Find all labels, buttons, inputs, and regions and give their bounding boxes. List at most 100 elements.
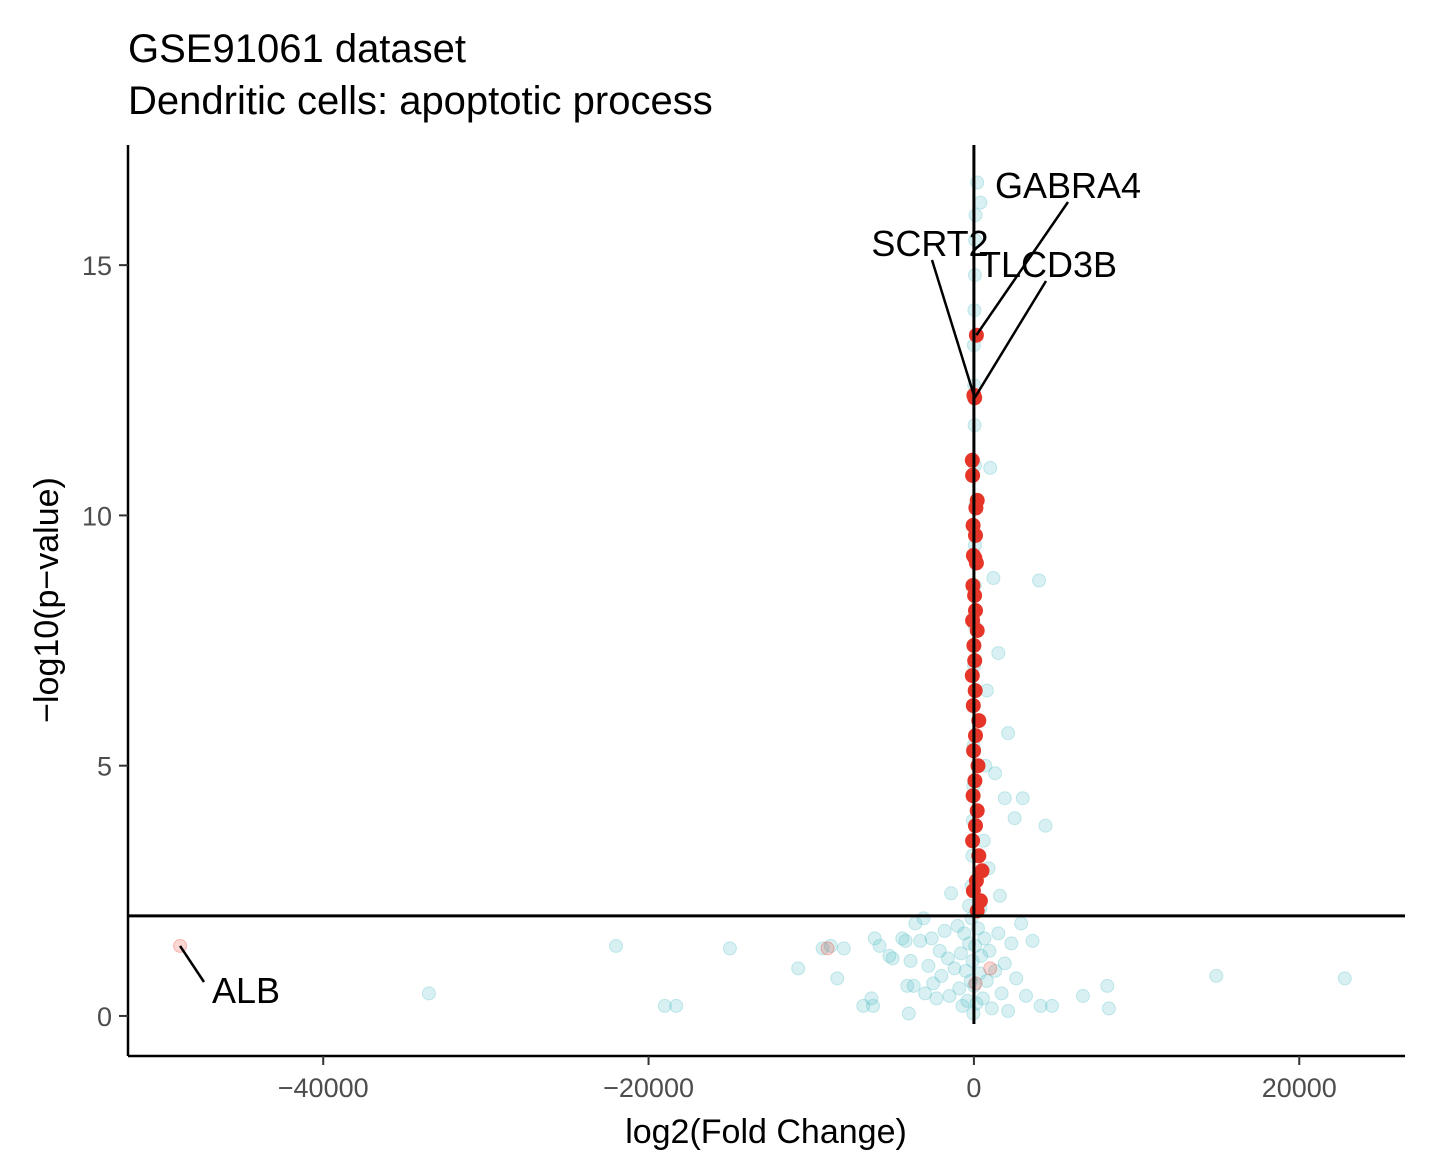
gene-point-59 — [982, 943, 997, 958]
gene-point-21 — [903, 953, 918, 968]
significant-gene-point-20 — [969, 623, 985, 638]
gene-point-66 — [1004, 936, 1019, 951]
gene-point-67 — [1009, 971, 1024, 986]
gene-point-38 — [950, 918, 965, 933]
gene-point-75 — [1101, 1001, 1116, 1016]
significant-gene-point-10 — [968, 500, 984, 516]
gene-point-6 — [815, 941, 830, 956]
gene-point-43 — [958, 963, 973, 978]
gene-point-20 — [901, 1006, 916, 1021]
gene-point-69 — [1019, 988, 1033, 1003]
gene-point-58 — [979, 973, 994, 988]
gene-point-12 — [866, 998, 881, 1013]
gene-point-70 — [1025, 933, 1040, 948]
gene-point-62 — [991, 926, 1006, 941]
gene-point-57 — [977, 931, 992, 946]
gene-point-65 — [1001, 1004, 1016, 1018]
gene-label-scrt2: SCRT2 — [871, 223, 988, 264]
x-tick-label: 20000 — [1262, 1073, 1337, 1103]
significant-gene-point-2 — [968, 976, 983, 991]
gene-point-76 — [1209, 968, 1224, 983]
gene-point-56 — [975, 991, 990, 1006]
gene-point-4 — [722, 941, 737, 956]
significant-gene-point-15 — [968, 555, 984, 571]
gene-point-109 — [1007, 811, 1022, 826]
gene-point-107 — [997, 791, 1012, 806]
gene-point-0 — [421, 986, 436, 1001]
gene-point-29 — [926, 976, 941, 991]
gene-point-61 — [988, 963, 1003, 978]
gene-point-64 — [997, 956, 1012, 971]
reference-lines — [128, 145, 1405, 1024]
gene-point-110 — [1038, 818, 1053, 833]
gene-point-36 — [944, 886, 959, 901]
annotation-leader-line — [973, 280, 1048, 399]
gene-point-8 — [830, 971, 845, 986]
y-tick-label: 5 — [97, 752, 112, 782]
x-axis-title: log2(Fold Change) — [625, 1113, 907, 1151]
gene-point-35 — [942, 988, 957, 1003]
gene-point-13 — [867, 931, 882, 946]
significant-gene-point-1 — [820, 941, 835, 956]
gene-point-1 — [609, 938, 623, 953]
gene-point-24 — [913, 933, 928, 948]
y-tick-label: 10 — [82, 501, 112, 531]
gene-point-40 — [953, 946, 968, 961]
significant-gene-point-33 — [968, 818, 983, 834]
gene-point-96 — [968, 208, 983, 223]
gene-point-3 — [669, 998, 684, 1013]
gene-point-72 — [1045, 998, 1059, 1013]
gene-point-45 — [962, 936, 976, 951]
gene-point-99 — [983, 460, 998, 475]
x-tick-label: 0 — [966, 1073, 981, 1103]
y-tick-label: 15 — [82, 251, 112, 281]
gene-point-14 — [872, 938, 887, 953]
gene-point-17 — [895, 931, 910, 946]
gene-point-18 — [898, 933, 913, 948]
significant-gene-point-12 — [968, 527, 983, 543]
significant-gene-point-23 — [964, 668, 980, 684]
gene-point-113 — [992, 888, 1007, 903]
chart-title: GSE91061 dataset — [128, 27, 466, 71]
y-axis-title: −log10(p−value) — [28, 477, 66, 723]
gene-point-28 — [924, 931, 939, 946]
annotation-leader-line — [975, 201, 1070, 336]
gene-point-63 — [994, 986, 1009, 1001]
gene-label-gabra4: GABRA4 — [995, 165, 1141, 206]
chart-subtitle: Dendritic cells: apoptotic process — [128, 79, 713, 123]
gene-point-104 — [1001, 726, 1016, 741]
gene-point-5 — [791, 961, 806, 976]
gene-point-19 — [900, 978, 915, 993]
gene-point-73 — [1075, 988, 1090, 1003]
gene-point-15 — [882, 948, 897, 963]
gene-point-77 — [1337, 971, 1352, 986]
gene-point-106 — [988, 766, 1003, 781]
gene-point-42 — [957, 926, 972, 941]
gene-point-30 — [929, 991, 944, 1006]
y-tick-label: 0 — [97, 1002, 112, 1032]
gene-label-tlcd3b: TLCD3B — [979, 244, 1117, 285]
gene-point-98 — [973, 195, 988, 210]
gene-point-25 — [916, 911, 931, 926]
gene-point-60 — [984, 1001, 999, 1016]
gene-point-74 — [1100, 978, 1115, 993]
gene-point-31 — [932, 943, 947, 958]
gene-point-102 — [991, 646, 1006, 661]
gene-point-9 — [836, 941, 851, 956]
gene-point-16 — [885, 951, 900, 966]
annotation-leader-line — [930, 259, 976, 396]
gene-point-37 — [947, 961, 962, 976]
gene-point-71 — [1033, 998, 1048, 1013]
gene-point-68 — [1014, 916, 1029, 931]
significant-gene-point-7 — [964, 452, 980, 468]
gene-point-101 — [1032, 573, 1046, 588]
data-points-layer — [173, 175, 1352, 1021]
x-tick-label: −20000 — [603, 1073, 694, 1103]
gene-point-39 — [952, 981, 967, 996]
gene-point-11 — [864, 991, 879, 1006]
gene-point-41 — [955, 998, 970, 1013]
gene-point-34 — [940, 951, 955, 966]
